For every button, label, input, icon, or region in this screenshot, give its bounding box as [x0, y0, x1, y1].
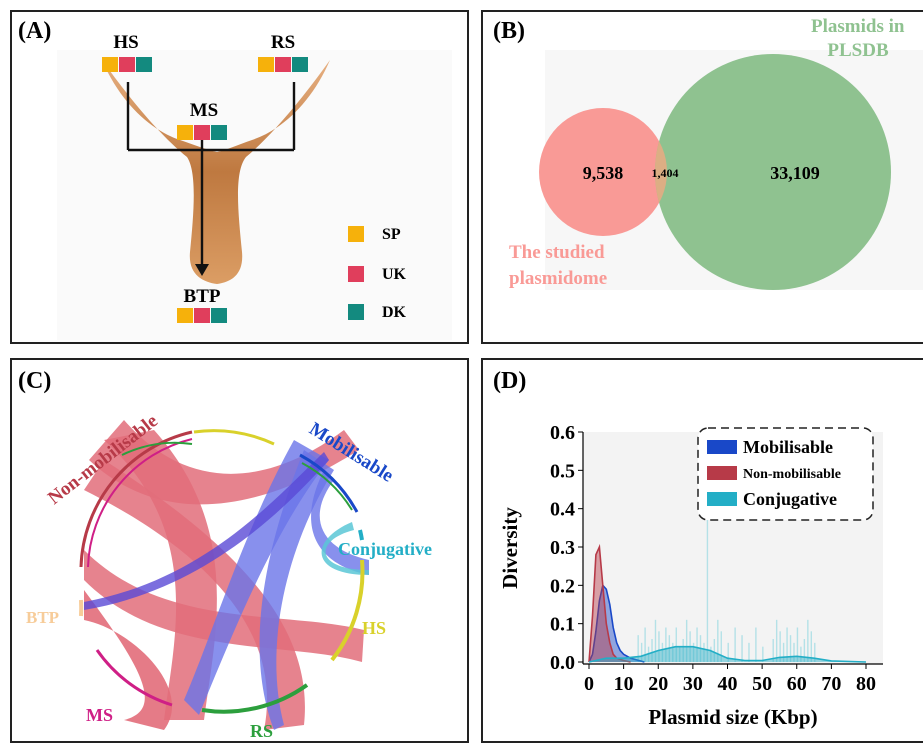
conjugative-rug-bar	[807, 620, 808, 662]
y-tick-label: 0.2	[550, 575, 575, 597]
conjugative-rug-bar	[734, 628, 735, 663]
venn-right-count: 33,109	[770, 163, 820, 183]
conjugative-rug-bar	[748, 643, 749, 662]
plsdb-title-line1: Plasmids in	[811, 16, 905, 37]
studied-title-line1: The studied	[509, 242, 605, 263]
label-hs: HS	[362, 618, 386, 638]
venn-left-count: 9,538	[583, 163, 624, 183]
chord-diagram: Non-mobilisable Mobilisable Conjugative …	[12, 360, 469, 743]
legend-dk-label: DK	[382, 304, 407, 321]
y-tick-label: 0.6	[550, 422, 575, 444]
y-ticks: 0.0 0.1 0.2 0.3 0.4 0.5 0.6	[550, 422, 583, 674]
conjugative-rug-bar	[755, 628, 756, 663]
x-tick-label: 30	[683, 673, 703, 695]
x-tick-label: 80	[856, 673, 876, 695]
legend-uk-swatch	[348, 266, 364, 282]
ms-squares	[177, 125, 227, 140]
node-hs: HS	[113, 32, 138, 53]
x-tick-label: 20	[648, 673, 668, 695]
panel-c: Non-mobilisable Mobilisable Conjugative …	[10, 358, 469, 743]
x-tick-label: 60	[787, 673, 807, 695]
x-tick-label: 0	[584, 673, 594, 695]
panel-a: (A) HS RS MS BTP	[10, 10, 469, 344]
y-tick-label: 0.4	[550, 499, 575, 521]
x-axis-label: Plasmid size (Kbp)	[648, 705, 817, 729]
label-conjugative: Conjugative	[338, 539, 432, 559]
diagram-background	[57, 50, 452, 340]
label-ms: MS	[86, 705, 113, 725]
panel-a-diagram: HS RS MS BTP SP UK DK	[12, 12, 469, 344]
conjugative-rug-bar	[741, 635, 742, 662]
btp-squares	[177, 308, 227, 323]
legend-conj-label: Conjugative	[743, 489, 837, 509]
y-axis-label: Diversity	[498, 507, 522, 589]
x-tick-label: 10	[614, 673, 634, 695]
panel-c-label: (C)	[18, 368, 51, 395]
rs-squares	[258, 57, 308, 72]
node-btp: BTP	[184, 286, 221, 307]
venn-overlap-count: 1,404	[652, 166, 679, 180]
y-tick-label: 0.3	[550, 537, 575, 559]
legend-uk-label: UK	[382, 266, 407, 283]
x-tick-label: 50	[752, 673, 772, 695]
arc-nonmob-hs	[194, 431, 274, 444]
conjugative-rug-bar	[776, 620, 777, 662]
x-tick-label: 70	[821, 673, 841, 695]
y-tick-label: 0.1	[550, 614, 575, 636]
legend-mob-swatch	[707, 440, 737, 454]
legend-nonmob-swatch	[707, 466, 737, 480]
plsdb-title-line2: PLSDB	[827, 40, 889, 61]
legend-sp-label: SP	[382, 226, 401, 243]
venn-diagram: 9,538 1,404 33,109 Plasmids in PLSDB The…	[483, 12, 923, 344]
y-tick-label: 0.0	[550, 652, 575, 674]
panel-b: 9,538 1,404 33,109 Plasmids in PLSDB The…	[481, 10, 923, 344]
node-rs: RS	[271, 32, 295, 53]
node-ms: MS	[190, 100, 219, 121]
legend-mob-label: Mobilisable	[743, 437, 833, 457]
panel-b-label: (B)	[493, 18, 525, 45]
studied-title-line2: plasmidome	[509, 268, 607, 289]
chart-legend: Mobilisable Non-mobilisable Conjugative	[698, 428, 873, 520]
legend-conj-swatch	[707, 492, 737, 506]
conjugative-rug-bar	[707, 516, 708, 662]
legend-sp-swatch	[348, 226, 364, 242]
hs-squares	[102, 57, 152, 72]
label-rs: RS	[250, 721, 273, 741]
legend-nonmob-label: Non-mobilisable	[743, 467, 841, 482]
x-tick-label: 40	[718, 673, 738, 695]
label-btp: BTP	[26, 608, 59, 627]
y-tick-label: 0.5	[550, 460, 575, 482]
legend-dk-swatch	[348, 304, 364, 320]
x-ticks: 0 10 20 30 40 50 60 70 80	[584, 664, 876, 695]
